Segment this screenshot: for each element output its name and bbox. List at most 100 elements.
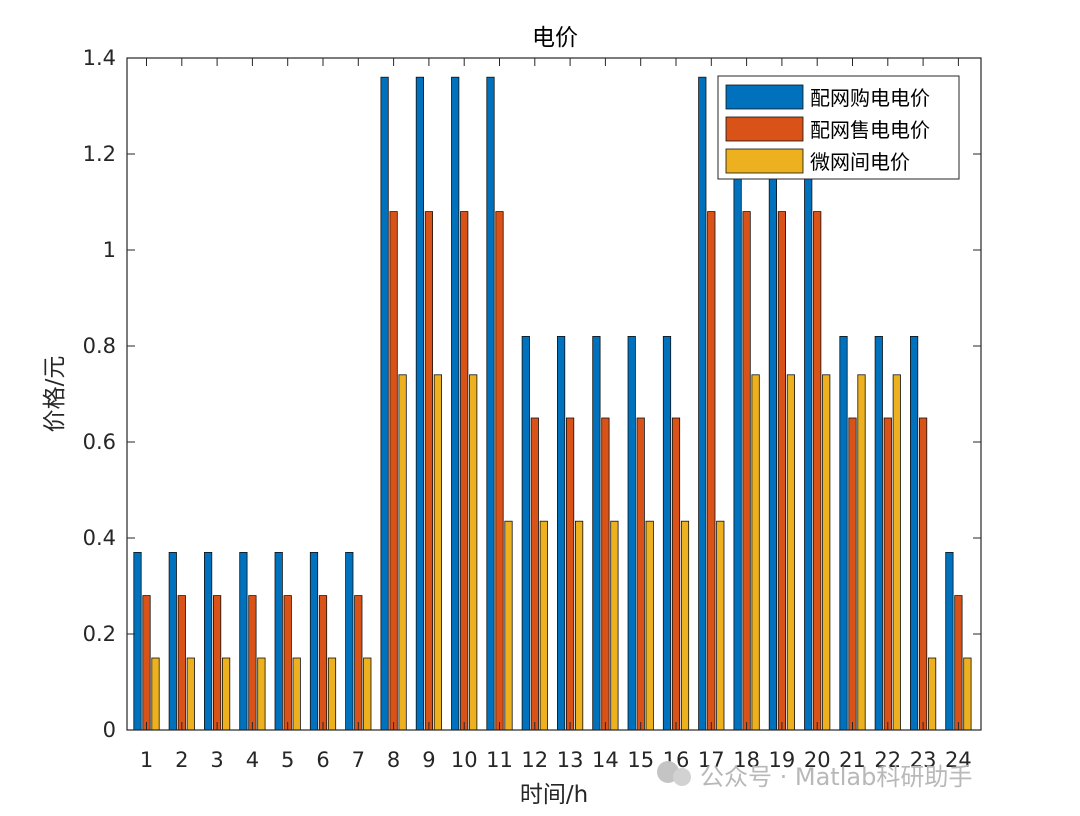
bar-series2-24 <box>954 595 963 731</box>
bar-series3-10 <box>469 374 478 731</box>
legend-swatch-2 <box>725 116 804 142</box>
bar-series1-24 <box>945 552 954 731</box>
x-tick-label: 13 <box>557 748 584 772</box>
x-tick-label: 20 <box>804 748 831 772</box>
y-tick-label: 0.2 <box>83 622 116 646</box>
x-tick-label: 6 <box>316 748 329 772</box>
bar-series3-6 <box>327 657 337 731</box>
x-tick-label: 14 <box>592 748 619 772</box>
bar-series2-16 <box>671 417 681 731</box>
x-tick-label: 7 <box>352 748 365 772</box>
bar-series3-15 <box>645 520 654 731</box>
bar-series2-6 <box>318 595 328 731</box>
bar-series1-14 <box>592 335 601 731</box>
bar-series1-6 <box>309 552 319 731</box>
bar-series1-16 <box>662 335 672 731</box>
bar-series1-5 <box>274 552 283 731</box>
x-tick-label: 24 <box>945 748 972 772</box>
bar-series2-20 <box>813 211 822 731</box>
bar-series3-19 <box>786 374 796 731</box>
bar-series2-15 <box>636 417 645 731</box>
bar-series2-12 <box>530 417 539 731</box>
bar-series3-8 <box>398 374 407 731</box>
x-tick-label: 15 <box>627 748 654 772</box>
bar-series3-2 <box>186 657 195 731</box>
bar-series2-23 <box>919 417 928 731</box>
x-tick-label: 11 <box>486 748 513 772</box>
y-tick-label: 0 <box>103 718 116 742</box>
bar-series2-10 <box>460 211 469 731</box>
x-tick-label: 4 <box>246 748 259 772</box>
chart-title: 电价 <box>532 25 578 51</box>
plot-frame <box>126 57 982 731</box>
legend-swatch-3 <box>725 148 804 174</box>
y-tick-label: 0.4 <box>83 526 116 550</box>
legend-label-3: 微网间电价 <box>810 150 910 174</box>
x-tick-label: 10 <box>451 748 478 772</box>
x-tick-label: 12 <box>521 748 548 772</box>
legend-label-2: 配网售电电价 <box>810 118 930 142</box>
bar-series1-8 <box>380 76 389 731</box>
bar-series3-23 <box>928 657 937 731</box>
bar-series2-11 <box>495 211 504 731</box>
y-tick-label: 0.6 <box>83 430 116 454</box>
bar-series3-13 <box>575 520 584 731</box>
legend-swatch-1 <box>725 84 804 110</box>
x-tick-label: 21 <box>839 748 866 772</box>
bar-series2-14 <box>601 417 610 731</box>
x-tick-label: 17 <box>698 748 725 772</box>
ticks-layer: 1 2 3 4 5 6 7 8 9 10 11 12 13 14 15 16 17 18 19 20 21 22 23 240… <box>83 46 981 772</box>
bar-series2-13 <box>566 417 575 731</box>
bar-series1-15 <box>627 335 636 731</box>
bar-series2-7 <box>354 595 363 731</box>
bar-series1-4 <box>239 552 248 731</box>
bar-series1-7 <box>345 552 354 731</box>
bar-series2-19 <box>777 211 787 731</box>
bar-series1-12 <box>521 335 530 731</box>
bar-series3-7 <box>363 657 372 731</box>
x-tick-label: 19 <box>769 748 796 772</box>
bar-series1-10 <box>451 76 460 731</box>
legend-label-1: 配网购电电价 <box>810 86 930 110</box>
x-tick-label: 9 <box>422 748 435 772</box>
bar-series2-18 <box>742 211 751 731</box>
y-tick-label: 0.8 <box>83 334 116 358</box>
bar-series3-18 <box>751 374 760 731</box>
bar-series1-13 <box>557 335 566 731</box>
bar-series1-21 <box>839 335 848 731</box>
bar-series3-11 <box>504 520 513 731</box>
y-tick-label: 1.4 <box>83 46 116 70</box>
bar-series2-17 <box>707 211 716 731</box>
bar-series3-5 <box>292 657 301 731</box>
bar-series3-3 <box>221 657 231 731</box>
bar-series1-9 <box>415 76 425 731</box>
bar-series1-2 <box>168 552 177 731</box>
x-tick-label: 2 <box>175 748 188 772</box>
watermark-logo-icon <box>657 761 691 786</box>
x-tick-label: 5 <box>281 748 294 772</box>
bar-series1-3 <box>203 552 213 731</box>
bar-series2-4 <box>248 595 257 731</box>
bars-layer <box>133 76 972 731</box>
bar-series2-1 <box>142 595 151 731</box>
x-axis-label: 时间/h <box>520 782 588 808</box>
watermark-text: 公众号 · Matlab科研助手 <box>700 763 972 791</box>
bar-series3-22 <box>892 374 901 731</box>
bar-series1-23 <box>910 335 919 731</box>
bar-series3-12 <box>539 520 548 731</box>
bar-series2-22 <box>883 417 892 731</box>
x-tick-label: 3 <box>210 748 223 772</box>
bar-series3-9 <box>433 374 443 731</box>
bar-series1-1 <box>133 552 142 731</box>
x-tick-label: 1 <box>140 748 153 772</box>
bar-series2-2 <box>177 595 186 731</box>
bar-series3-21 <box>857 374 866 731</box>
bar-series2-8 <box>389 211 398 731</box>
y-tick-label: 1 <box>103 238 116 262</box>
y-axis-label: 价格/元 <box>42 356 68 433</box>
bar-series1-17 <box>698 76 707 731</box>
bar-series2-21 <box>848 417 857 731</box>
bar-series3-16 <box>680 520 690 731</box>
bar-series2-5 <box>283 595 292 731</box>
